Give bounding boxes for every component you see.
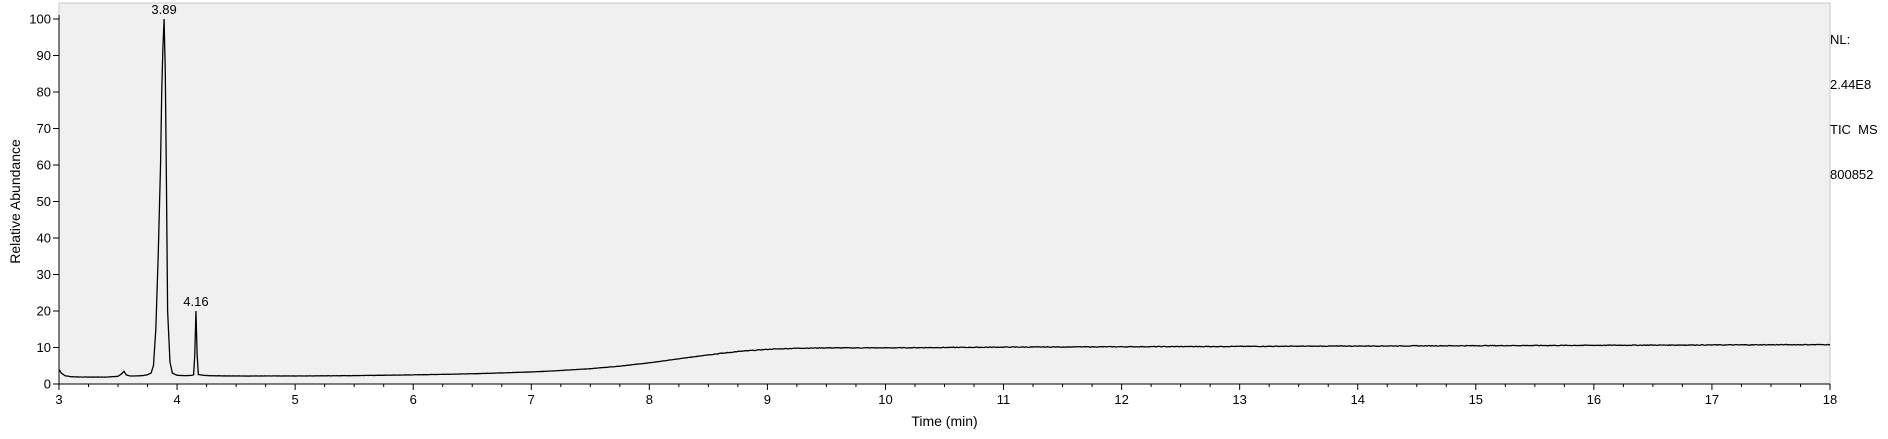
x-tick-label: 12 <box>1114 392 1128 407</box>
x-axis-ticks: 3 4 5 6 7 8 9 10 11 12 13 14 15 16 17 18 <box>55 384 1837 407</box>
y-tick-label: 90 <box>37 48 51 63</box>
x-tick-label: 3 <box>55 392 62 407</box>
x-tick-label: 14 <box>1350 392 1364 407</box>
x-tick-label: 7 <box>528 392 535 407</box>
peak-label: 3.89 <box>151 2 176 17</box>
y-tick-label: 50 <box>37 194 51 209</box>
x-tick-label: 18 <box>1823 392 1837 407</box>
y-tick-label: 20 <box>37 304 51 319</box>
y-tick-label: 0 <box>44 377 51 392</box>
x-tick-label: 8 <box>646 392 653 407</box>
y-tick-label: 40 <box>37 231 51 246</box>
x-tick-label: 16 <box>1587 392 1601 407</box>
tic-trace-line <box>58 18 1831 378</box>
x-tick-label: 11 <box>997 392 1011 407</box>
x-tick-label: 4 <box>173 392 180 407</box>
sample-id-label: 800852 <box>1830 167 1874 182</box>
x-tick-label: 10 <box>878 392 892 407</box>
y-tick-label: 60 <box>37 158 51 173</box>
y-tick-label: 30 <box>37 267 51 282</box>
trace-type-label: TIC MS <box>1830 122 1878 137</box>
y-axis-title: Relative Abundance <box>7 139 23 264</box>
normalization-label: NL: <box>1830 32 1851 47</box>
x-tick-label: 6 <box>410 392 417 407</box>
x-axis-title: Time (min) <box>911 413 977 429</box>
x-tick-label: 17 <box>1705 392 1719 407</box>
y-tick-label: 80 <box>37 85 51 100</box>
y-tick-label: 100 <box>29 12 51 27</box>
x-tick-label: 13 <box>1232 392 1246 407</box>
y-tick-label: 10 <box>37 340 51 355</box>
x-tick-label: 15 <box>1469 392 1483 407</box>
y-tick-label: 70 <box>37 121 51 136</box>
peak-annotations: 3.89 4.16 <box>151 2 208 309</box>
trace-info-panel: NL: 2.44E8 TIC MS 800852 <box>1830 2 1886 212</box>
plot-area <box>58 2 1831 385</box>
x-tick-label: 9 <box>764 392 771 407</box>
x-tick-label: 5 <box>292 392 299 407</box>
y-axis-ticks: 0 10 20 30 40 50 60 70 80 90 100 <box>29 12 59 392</box>
normalization-value: 2.44E8 <box>1830 77 1872 92</box>
peak-label: 4.16 <box>183 294 208 309</box>
